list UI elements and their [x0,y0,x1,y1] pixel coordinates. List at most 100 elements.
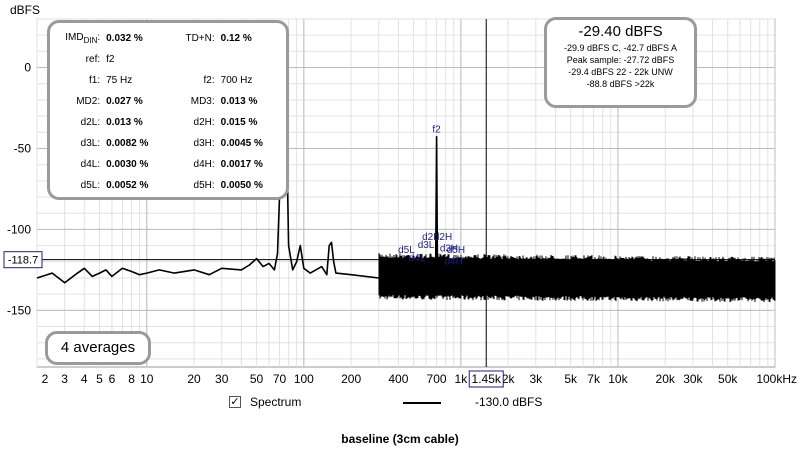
x-tick-label: 100 [294,372,314,386]
imd-value-text: 0.0050 % [220,180,263,191]
averages-label: 4 averages [60,339,136,356]
x-tick-label: 20 [187,372,201,386]
cursor-y-readout: -118.7 [8,255,38,267]
imd-label-text: d2H: [193,117,215,128]
imd-value: 0.0030 % [104,154,171,175]
cursor-x-readout-box [468,370,504,388]
x-tick-label: 700 [427,372,447,386]
imd-label: d4L: [56,154,104,175]
x-tick-label: 400 [388,372,408,386]
imd-label-text: f2: [203,75,215,86]
y-tick-label: -150 [7,303,31,317]
imd-value [219,49,286,70]
level-readout-panel: -29.40 dBFS -29.9 dBFS C, -42.7 dBFS A P… [544,17,697,108]
imd-row: f1: 75 Hz f2: 700 Hz [56,70,286,91]
imd-label-text: d2L: [80,117,101,128]
imd-row: d5L: 0.0052 % d5H: 0.0050 % [56,175,286,196]
imd-label-text: IMD [65,32,84,43]
imd-label: TD+N: [171,28,218,49]
imd-value-text: 0.032 % [106,33,143,44]
imd-row: d2L: 0.013 % d2H: 0.015 % [56,112,286,133]
legend-level-label: -130.0 dBFS [475,395,543,409]
imd-label-text: MD2: [76,96,101,107]
y-axis-tick-labels: 0 -50 -100 -150 [7,61,31,318]
x-tick-label: 7k [587,372,601,386]
imd-label-text: d4L: [80,159,101,170]
cursor-readouts: -118.7 1.45k [3,251,504,388]
level-line-3: -29.4 dBFS 22 - 22k UNW [568,67,673,77]
x-tick-label: 5k [564,372,578,386]
x-tick-label: 5 [96,372,103,386]
imd-row: ref: f2 [56,49,286,70]
level-line-4: -88.8 dBFS >22k [586,79,655,89]
x-tick-label: 10k [608,372,628,386]
imd-label-text: ref: [85,54,101,65]
imd-label: d5H: [171,175,218,196]
imd-row: MD2: 0.027 % MD3: 0.013 % [56,91,286,112]
imd-value-text: f2 [106,54,115,65]
imd-value: 0.015 % [219,112,286,133]
imd-value: 0.0082 % [104,133,171,154]
imd-value-text: 0.013 % [106,117,143,128]
x-tick-label: 2 [42,372,49,386]
imd-value: 0.032 % [104,28,171,49]
imd-label: MD3: [171,91,218,112]
level-line-2: Peak sample: -27.72 dBFS [566,55,675,65]
annotation-d5L: d5L [398,245,415,256]
imd-label-subscript: DIN [83,36,98,45]
cursor-crosshair[interactable] [37,19,775,367]
x-tick-label: 8 [128,372,135,386]
annotation-d4L: d4L [409,253,426,264]
imd-label: d5L: [56,175,104,196]
x-tick-label: 20k [656,372,676,386]
imd-value-text: 0.0017 % [220,159,263,170]
imd-label: IMDDIN: [65,32,101,45]
imd-value: 0.0045 % [219,133,286,154]
imd-value-text: 0.0082 % [106,138,149,149]
y-tick-label: 0 [24,61,31,75]
imd-value: 75 Hz [104,70,171,91]
annotation-d5H: d5H [447,245,465,256]
x-tick-label: 6 [109,372,116,386]
x-tick-label: 100kHz [756,372,797,386]
spectrum-trace [36,114,775,286]
x-tick-label: 3k [529,372,543,386]
imd-label: MD2: [56,91,104,112]
x-tick-label: 200 [341,372,361,386]
imd-value-text: 0.12 % [220,33,252,44]
imd-value: 0.12 % [219,28,286,49]
level-line-1: -29.9 dBFS C, -42.7 dBFS A [563,43,678,53]
y-tick-label: -50 [14,141,32,155]
imd-value-text: 0.0045 % [220,138,263,149]
imd-value: 0.0050 % [219,175,286,196]
x-tick-label: 10 [140,372,154,386]
annotation-d3H: d3H [440,243,458,254]
imd-label: d2L: [56,112,104,133]
x-tick-label: 50k [718,372,738,386]
imd-row: IMDDIN: 0.032 % TD+N: 0.12 % [56,28,286,49]
imd-row: d4L: 0.0030 % d4H: 0.0017 % [56,154,286,175]
imd-label: f2: [171,70,218,91]
imd-label: d3H: [171,133,218,154]
x-tick-label: 1k [455,372,469,386]
annotation-d4H: d4H [445,256,463,267]
x-tick-label: 3 [61,372,68,386]
legend-line-swatch [403,402,441,404]
annotation-d3L: d3L [418,240,435,251]
y-tick-label: -100 [7,222,31,236]
x-axis-tick-labels: 2 3 4 5 6 8 10 20 30 50 70 100 200 400 700 1k 2k 3k 5k 7k 10… [42,372,797,386]
imd-label-text: d5L: [80,180,101,191]
spectrum-checkbox[interactable]: ✓ [229,396,241,408]
imd-value: 700 Hz [219,70,286,91]
imd-value-text: 0.013 % [220,96,258,107]
imd-label-text: f1: [89,75,101,86]
cursor-x-readout: 1.45k [472,372,502,386]
annotation-f2: f2 [432,125,441,136]
x-tick-label: 70 [273,372,287,386]
x-tick-label: 2k [502,372,516,386]
imd-value-text: 0.0030 % [106,159,149,170]
annotation-d2L: d2L [422,232,439,243]
imd-label: ref: [56,49,104,70]
imd-label: f1: [56,70,104,91]
level-main-value: -29.40 dBFS [578,23,663,40]
